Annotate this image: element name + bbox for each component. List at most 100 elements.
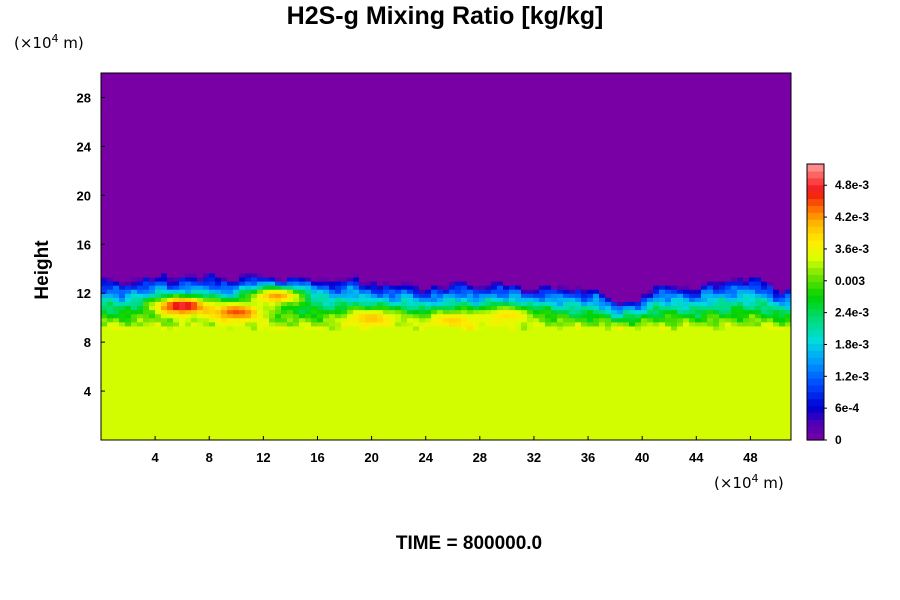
heatmap-cell [173,289,180,294]
heatmap-cell [719,431,726,437]
heatmap-cell [413,301,420,307]
heatmap-cell [665,362,672,368]
heatmap-cell [119,260,126,266]
heatmap-cell [227,407,234,413]
heatmap-cell [707,264,714,270]
heatmap-cell [191,427,198,433]
heatmap-cell [203,293,210,298]
heatmap-cell [317,325,324,331]
heatmap-cell [257,358,264,364]
heatmap-cell [395,411,402,417]
heatmap-cell [611,423,618,429]
heatmap-cell [131,317,138,323]
heatmap-cell [263,264,270,270]
heatmap-cell [749,435,756,440]
heatmap-cell [599,301,606,307]
heatmap-cell [161,293,168,298]
heatmap-cell [365,268,372,274]
heatmap-cell [293,342,300,347]
heatmap-cell [239,264,246,270]
heatmap-cell [731,305,738,311]
heatmap-cell [557,403,564,408]
heatmap-cell [665,289,672,294]
heatmap-cell [503,325,510,331]
heatmap-cell [113,333,120,339]
heatmap-cell [473,395,480,400]
heatmap-cell [461,354,468,360]
heatmap-cell [659,350,666,355]
heatmap-cell [221,313,228,319]
heatmap-cell [701,395,708,400]
heatmap-cell [635,272,642,278]
heatmap-cell [281,325,288,331]
heatmap-cell [281,268,288,274]
heatmap-cell [629,321,636,327]
heatmap-cell [707,407,714,413]
heatmap-cell [743,280,750,286]
heatmap-cell [275,427,282,433]
heatmap-cell [179,329,186,335]
heatmap-cell [287,435,294,440]
heatmap-cell [617,415,624,421]
heatmap-cell [443,350,450,355]
heatmap-cell [581,354,588,360]
heatmap-cell [413,431,420,437]
heatmap-cell [773,403,780,408]
heatmap-cell [209,346,216,351]
heatmap-cell [761,427,768,433]
heatmap-cell [275,399,282,404]
heatmap-cell [515,374,522,380]
heatmap-cell [665,329,672,335]
heatmap-cell [557,301,564,307]
heatmap-cell [155,301,162,307]
heatmap-cell [749,399,756,404]
heatmap-cell [545,350,552,355]
heatmap-cell [317,419,324,425]
heatmap-cell [437,403,444,408]
heatmap-cell [605,305,612,311]
heatmap-cell [191,419,198,425]
heatmap-cell [749,411,756,417]
heatmap-cell [155,272,162,278]
heatmap-cell [347,366,354,372]
heatmap-cell [653,313,660,319]
heatmap-cell [335,407,342,413]
heatmap-cell [473,382,480,388]
heatmap-cell [533,403,540,408]
heatmap-cell [503,366,510,372]
heatmap-cell [341,313,348,319]
heatmap-cell [683,289,690,294]
heatmap-cell [455,358,462,364]
heatmap-cell [227,395,234,400]
heatmap-cell [731,362,738,368]
heatmap-cell [653,338,660,343]
heatmap-cell [755,338,762,343]
heatmap-cell [773,374,780,380]
heatmap-cell [659,366,666,372]
heatmap-cell [581,358,588,364]
heatmap-cell [545,395,552,400]
heatmap-cell [293,431,300,437]
heatmap-cell [461,399,468,404]
heatmap-cell [149,305,156,311]
heatmap-cell [293,264,300,270]
heatmap-cell [563,272,570,278]
heatmap-cell [257,289,264,294]
heatmap-cell [779,329,786,335]
heatmap-cell [509,370,516,376]
heatmap-cell [575,338,582,343]
heatmap-cell [293,419,300,425]
heatmap-cell [491,366,498,372]
heatmap-cell [503,411,510,417]
heatmap-cell [113,301,120,307]
heatmap-cell [749,374,756,380]
heatmap-cell [737,325,744,331]
heatmap-cell [761,268,768,274]
heatmap-cell [263,293,270,298]
heatmap-cell [563,325,570,331]
heatmap-cell [275,382,282,388]
heatmap-cell [707,370,714,376]
heatmap-cell [695,399,702,404]
heatmap-cell [581,370,588,376]
heatmap-cell [257,301,264,307]
